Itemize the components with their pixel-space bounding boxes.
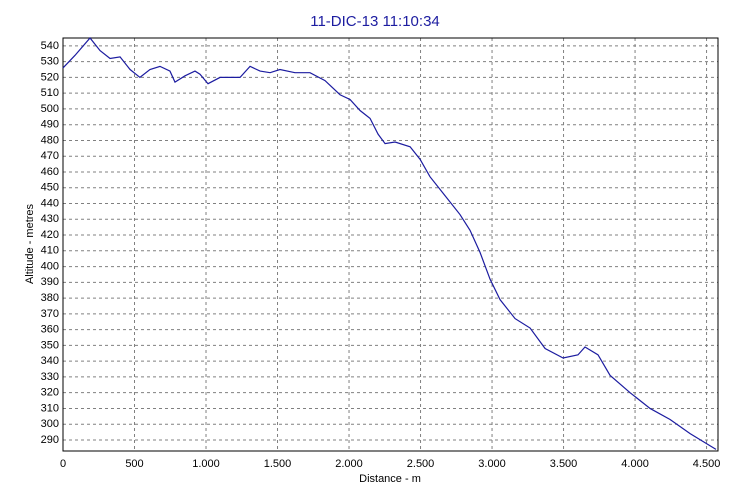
y-tick-label: 500 (41, 103, 59, 115)
plot-frame (62, 37, 719, 452)
y-tick-label: 430 (41, 213, 59, 225)
y-tick-label: 390 (41, 276, 59, 288)
x-tick-label: 2.000 (335, 458, 363, 470)
x-axis-label: Distance - m (359, 473, 421, 485)
y-tick-label: 380 (41, 292, 59, 304)
y-tick-label: 320 (41, 387, 59, 399)
y-axis-label: Altitude - metres (24, 203, 36, 284)
chart-title: 11-DIC-13 11:10:34 (310, 13, 440, 30)
y-tick-label: 530 (41, 56, 59, 68)
x-tick-label: 1.500 (264, 458, 292, 470)
y-tick-label: 330 (41, 371, 59, 383)
x-tick-label: 4.500 (693, 458, 721, 470)
y-tick-label: 350 (41, 339, 59, 351)
y-tick-label: 400 (41, 260, 59, 272)
y-tick-label: 410 (41, 245, 59, 257)
x-tick-label: 0 (60, 458, 66, 470)
y-tick-label: 450 (41, 182, 59, 194)
y-tick-label: 480 (41, 134, 59, 146)
y-tick-label: 490 (41, 119, 59, 131)
x-tick-label: 4.000 (621, 458, 649, 470)
y-tick-label: 540 (41, 40, 59, 52)
y-tick-label: 340 (41, 355, 59, 367)
x-tick-label: 3.500 (550, 458, 578, 470)
x-tick-label: 1.000 (192, 458, 220, 470)
y-tick-label: 510 (41, 87, 59, 99)
x-tick-label: 500 (125, 458, 143, 470)
x-tick-label: 3.000 (478, 458, 506, 470)
y-tick-label: 420 (41, 229, 59, 241)
y-tick-label: 440 (41, 197, 59, 209)
y-tick-label: 360 (41, 324, 59, 336)
y-tick-label: 310 (41, 402, 59, 414)
y-tick-label: 470 (41, 150, 59, 162)
y-tick-label: 460 (41, 166, 59, 178)
y-tick-label: 370 (41, 308, 59, 320)
y-tick-label: 300 (41, 418, 59, 430)
data-line (62, 37, 717, 450)
x-tick-label: 2.500 (407, 458, 435, 470)
y-tick-label: 520 (41, 71, 59, 83)
y-tick-label: 290 (41, 434, 59, 446)
